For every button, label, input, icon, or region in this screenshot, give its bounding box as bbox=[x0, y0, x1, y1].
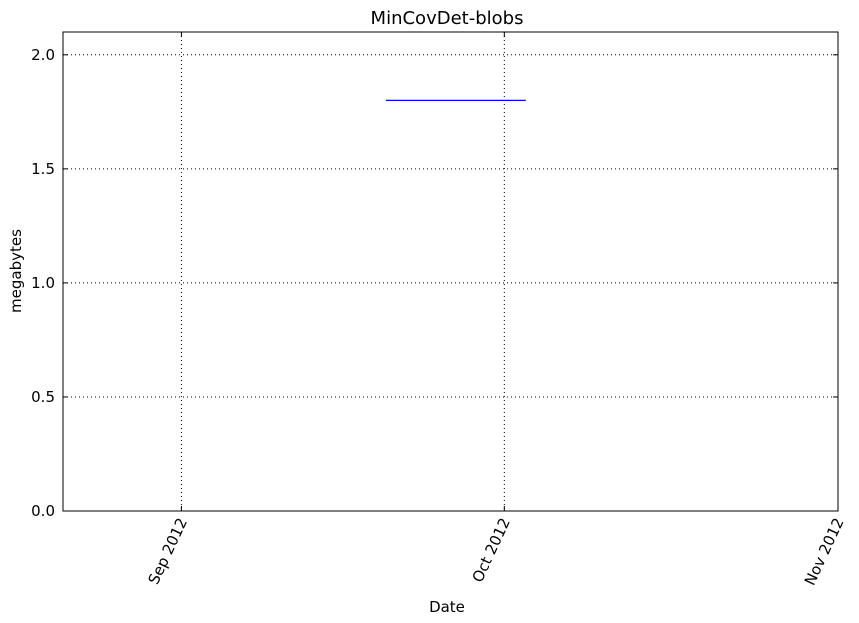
y-tick-label: 2.0 bbox=[31, 46, 55, 64]
plot-frame bbox=[62, 31, 839, 512]
x-axis-label: Date bbox=[429, 598, 465, 616]
y-tick-label: 1.5 bbox=[31, 160, 55, 178]
y-tick-label: 0.0 bbox=[31, 502, 55, 520]
y-tick-label: 0.5 bbox=[31, 388, 55, 406]
y-tick-label: 1.0 bbox=[31, 274, 55, 292]
y-axis-label: megabytes bbox=[7, 229, 25, 313]
chart-title: MinCovDet-blobs bbox=[371, 8, 524, 29]
